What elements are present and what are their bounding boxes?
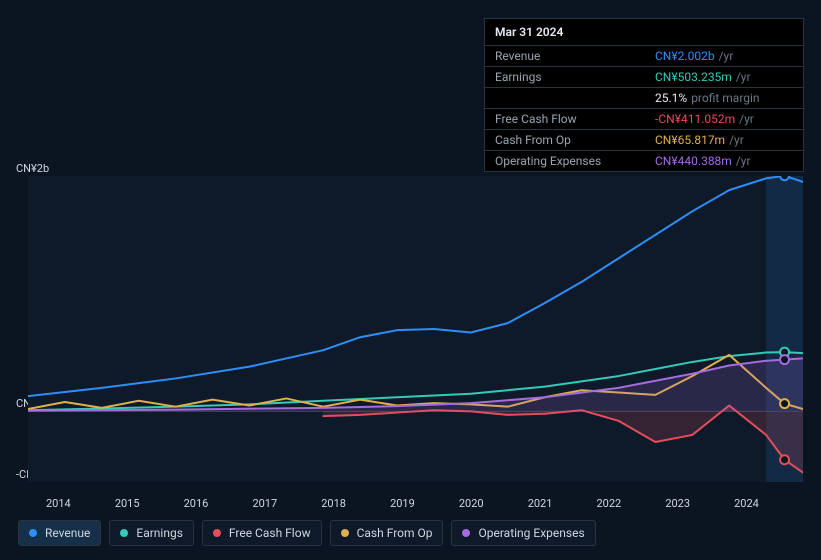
- legend-label: Earnings: [136, 526, 183, 540]
- hover-marker: [780, 355, 789, 364]
- legend-item-earnings[interactable]: Earnings: [109, 520, 194, 546]
- tooltip: Mar 31 2024 RevenueCN¥2.002b/yrEarningsC…: [484, 18, 804, 172]
- tooltip-row: EarningsCN¥503.235m/yr: [485, 67, 803, 88]
- x-tick-label: 2021: [528, 497, 597, 510]
- tooltip-row: Operating ExpensesCN¥440.388m/yr: [485, 151, 803, 172]
- x-tick-label: 2019: [390, 497, 459, 510]
- tooltip-row: 25.1%profit margin: [485, 88, 803, 109]
- tooltip-row: Free Cash Flow-CN¥411.052m/yr: [485, 109, 803, 130]
- chart: CN¥2bCN¥0-CN¥600m 2014201520162017201820…: [18, 160, 803, 510]
- legend-item-operating-expenses[interactable]: Operating Expenses: [451, 520, 595, 546]
- x-tick-label: 2023: [665, 497, 734, 510]
- hover-marker: [780, 455, 789, 464]
- tooltip-table: RevenueCN¥2.002b/yrEarningsCN¥503.235m/y…: [485, 46, 803, 171]
- x-axis: 2014201520162017201820192020202120222023…: [46, 497, 803, 510]
- tooltip-row-label: Revenue: [485, 46, 645, 67]
- legend-dot-icon: [341, 529, 349, 537]
- tooltip-row-label: Cash From Op: [485, 130, 645, 151]
- tooltip-row-value: -CN¥411.052m/yr: [645, 109, 803, 130]
- x-tick-label: 2017: [252, 497, 321, 510]
- plot-svg: [28, 176, 803, 482]
- legend-dot-icon: [213, 529, 221, 537]
- legend-dot-icon: [29, 529, 37, 537]
- legend-label: Revenue: [45, 526, 90, 540]
- tooltip-row-value: CN¥65.817m/yr: [645, 130, 803, 151]
- legend-label: Free Cash Flow: [229, 526, 311, 540]
- tooltip-row-value: 25.1%profit margin: [645, 88, 803, 109]
- x-tick-label: 2018: [321, 497, 390, 510]
- legend-label: Operating Expenses: [478, 526, 584, 540]
- tooltip-row-label: Earnings: [485, 67, 645, 88]
- x-tick-label: 2016: [184, 497, 253, 510]
- tooltip-row-label: [485, 88, 645, 109]
- tooltip-row-value: CN¥503.235m/yr: [645, 67, 803, 88]
- legend-dot-icon: [120, 529, 128, 537]
- y-tick-label: CN¥2b: [16, 162, 49, 175]
- x-tick-label: 2024: [734, 497, 803, 510]
- legend-item-revenue[interactable]: Revenue: [18, 520, 101, 546]
- x-tick-label: 2022: [597, 497, 666, 510]
- tooltip-row: Cash From OpCN¥65.817m/yr: [485, 130, 803, 151]
- tooltip-row: RevenueCN¥2.002b/yr: [485, 46, 803, 67]
- plot[interactable]: [28, 176, 803, 482]
- tooltip-row-label: Operating Expenses: [485, 151, 645, 172]
- hover-marker: [780, 399, 789, 408]
- tooltip-row-label: Free Cash Flow: [485, 109, 645, 130]
- legend-label: Cash From Op: [357, 526, 433, 540]
- legend-item-cash-from-op[interactable]: Cash From Op: [330, 520, 444, 546]
- hover-marker: [780, 176, 789, 180]
- legend-item-free-cash-flow[interactable]: Free Cash Flow: [202, 520, 322, 546]
- tooltip-row-value: CN¥2.002b/yr: [645, 46, 803, 67]
- legend: Revenue Earnings Free Cash Flow Cash From O…: [18, 520, 596, 546]
- tooltip-title: Mar 31 2024: [485, 19, 803, 46]
- x-tick-label: 2020: [459, 497, 528, 510]
- x-tick-label: 2014: [46, 497, 115, 510]
- legend-dot-icon: [462, 529, 470, 537]
- x-tick-label: 2015: [115, 497, 184, 510]
- tooltip-row-value: CN¥440.388m/yr: [645, 151, 803, 172]
